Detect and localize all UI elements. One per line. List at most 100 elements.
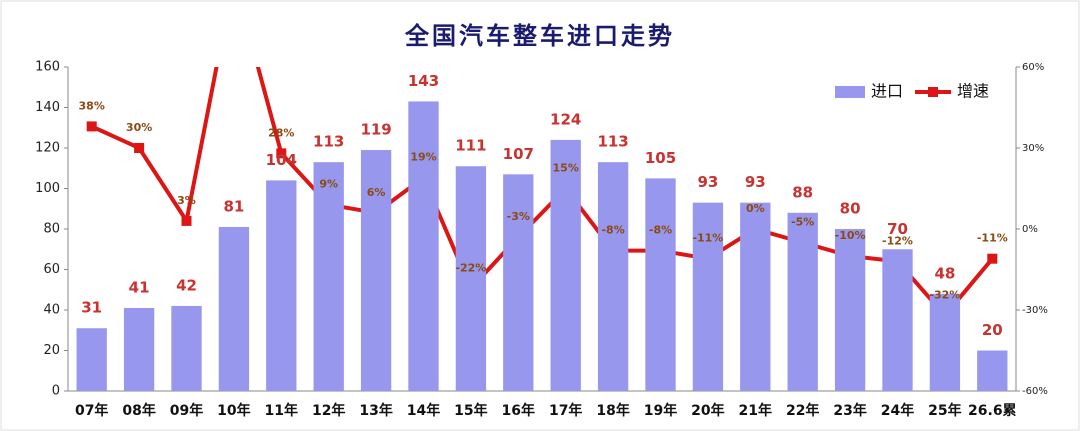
bar-label: 41: [129, 278, 150, 296]
x-tick-label: 25年: [928, 402, 961, 419]
y2-tick-label: -30%: [1022, 305, 1048, 316]
bar: [692, 202, 724, 391]
growth-label: -11%: [692, 232, 723, 245]
growth-marker: [987, 253, 998, 264]
bar-label: 143: [408, 72, 439, 90]
legend-marker: [928, 87, 938, 97]
bar-label: 119: [360, 121, 391, 139]
x-tick-label: 10年: [217, 402, 250, 419]
x-tick-label: 26.6累: [968, 403, 1017, 419]
legend-swatch: [835, 86, 865, 98]
y2-tick-label: -60%: [1022, 386, 1048, 397]
growth-label: 0%: [746, 202, 765, 215]
bar: [408, 101, 439, 392]
bar-label: 113: [313, 133, 344, 151]
y-tick-label: 100: [35, 181, 60, 196]
growth-marker: [86, 121, 97, 132]
bar-label: 113: [597, 133, 628, 151]
y-tick-label: 40: [43, 303, 60, 318]
y-tick-label: 0: [52, 384, 60, 399]
bar: [503, 174, 534, 391]
x-tick-label: 15年: [454, 402, 487, 419]
bar: [218, 226, 250, 391]
x-tick-label: 21年: [739, 402, 772, 419]
bar: [76, 328, 107, 391]
y-tick-label: 20: [43, 343, 60, 358]
growth-label: 9%: [319, 178, 338, 191]
bar: [787, 212, 818, 391]
y-tick-label: 60: [43, 262, 60, 277]
x-tick-label: 16年: [502, 402, 535, 419]
bar: [455, 166, 487, 391]
growth-label: -8%: [601, 224, 624, 237]
growth-marker: [181, 215, 192, 226]
bar-label: 20: [982, 321, 1003, 339]
growth-label: 6%: [367, 186, 386, 199]
bar-label: 93: [745, 173, 766, 191]
x-tick-label: 14年: [407, 402, 440, 419]
y2-tick-label: 30%: [1022, 143, 1044, 154]
growth-label: -11%: [977, 232, 1008, 245]
bar-label: 81: [223, 197, 244, 215]
x-tick-label: 12年: [312, 402, 345, 419]
bar: [929, 293, 961, 391]
x-tick-label: 20年: [691, 402, 724, 419]
bar-label: 88: [792, 183, 813, 201]
y-tick-label: 120: [35, 141, 60, 156]
x-tick-label: 07年: [75, 402, 108, 419]
x-tick-label: 22年: [786, 402, 819, 419]
x-tick-label: 09年: [170, 402, 203, 419]
bar: [882, 249, 913, 391]
bar: [171, 305, 202, 391]
bar-label: 105: [645, 149, 676, 167]
bar: [834, 229, 866, 391]
growth-label: -12%: [882, 234, 913, 247]
chart-title: 全国汽车整车进口走势: [404, 22, 675, 50]
bar-label: 70: [887, 220, 908, 238]
bar: [313, 162, 344, 391]
y-tick-label: 160: [35, 60, 60, 75]
bar: [360, 150, 392, 391]
growth-label: -10%: [835, 229, 866, 242]
growth-label: -22%: [455, 261, 486, 274]
bar-label: 107: [503, 145, 534, 163]
bar-label: 104: [266, 151, 297, 169]
growth-label: -32%: [929, 288, 960, 301]
growth-label: 28%: [268, 126, 294, 139]
x-tick-label: 24年: [881, 402, 914, 419]
bar: [645, 178, 676, 391]
growth-label: 19%: [410, 151, 436, 164]
x-tick-label: 23年: [833, 402, 866, 419]
bar-label: 124: [550, 110, 581, 128]
x-tick-label: 13年: [359, 402, 392, 419]
legend-label: 进口: [871, 82, 903, 101]
bar-label: 31: [81, 299, 102, 317]
growth-label: 30%: [126, 121, 152, 134]
x-tick-label: 08年: [122, 402, 155, 419]
growth-label: -5%: [791, 216, 814, 229]
bar: [266, 180, 297, 391]
growth-label: 3%: [177, 194, 196, 207]
growth-marker: [276, 148, 287, 159]
growth-label: -3%: [507, 210, 530, 223]
bar-label: 48: [934, 264, 955, 282]
bar: [740, 202, 771, 391]
bar: [550, 139, 581, 391]
bar: [597, 162, 629, 391]
bar-label: 93: [697, 173, 718, 191]
x-tick-label: 11年: [265, 402, 298, 419]
bar-label: 80: [840, 200, 861, 218]
y-tick-label: 80: [43, 222, 60, 237]
y2-tick-label: 60%: [1022, 62, 1044, 73]
x-tick-label: 18年: [596, 402, 629, 419]
bar: [123, 307, 155, 391]
growth-label: 15%: [553, 162, 579, 175]
x-tick-label: 19年: [644, 402, 677, 419]
growth-label: -8%: [649, 224, 672, 237]
growth-label: 38%: [79, 99, 105, 112]
legend-label: 增速: [957, 82, 989, 101]
bar: [977, 350, 1008, 391]
bar-label: 42: [176, 276, 197, 294]
bar-label: 111: [455, 137, 486, 155]
